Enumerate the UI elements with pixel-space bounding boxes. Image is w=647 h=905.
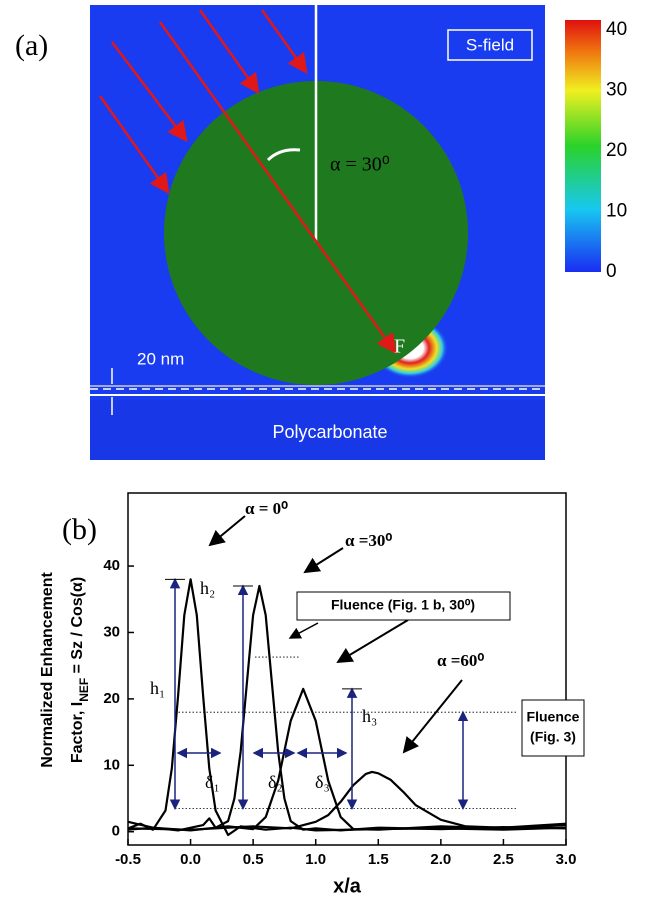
angle-label: α = 30⁰ (330, 154, 390, 176)
x-tick-label: 0.5 (243, 851, 264, 868)
substrate (90, 400, 545, 460)
data-line (127, 687, 567, 832)
legend-text: S-field (466, 35, 514, 54)
panel-a: (a) α = 30⁰ F S-field 20 nm Polycarbonat… (15, 5, 601, 460)
x-axis-label: x/a (333, 875, 362, 897)
width-label: δ₁ (205, 772, 220, 792)
panel-label: (a) (15, 29, 48, 62)
height-label: h₂ (200, 578, 215, 598)
angle-arc (266, 148, 301, 162)
height-label: h₃ (362, 706, 377, 726)
x-tick-label: 2.0 (430, 851, 451, 868)
legend-label: α =60⁰ (437, 651, 484, 670)
annotation-arrow (336, 619, 409, 664)
incident-arrows (98, 9, 397, 355)
y-axis-label-part: Factor, I (69, 702, 86, 763)
panel-label: (b) (62, 513, 97, 546)
data-line (127, 770, 567, 831)
colorbar-tick-label: 0 (606, 261, 617, 282)
x-tick-label: 2.5 (493, 851, 514, 868)
y-tick-label: 30 (103, 623, 120, 640)
colorbar-tick-label: 40 (606, 19, 627, 40)
y-tick-label: 20 (103, 690, 120, 707)
y-tick-label: 10 (103, 756, 120, 773)
y-tick-label: 0 (112, 823, 120, 840)
legend-box (447, 29, 533, 61)
width-label: δ₃ (315, 772, 330, 792)
width-label: δ₂ (268, 772, 283, 792)
annotation-box (296, 591, 511, 621)
annotation-text: Fluence (527, 709, 580, 725)
annotation-text: Fluence (Fig. 1 b, 30⁰) (331, 597, 475, 613)
x-tick-label: 3.0 (556, 851, 577, 868)
colorbar-tick-label: 20 (606, 140, 627, 161)
substrate-label: Polycarbonate (272, 422, 387, 442)
colorbar-tick-label: 10 (606, 201, 627, 222)
focus-label: F (394, 336, 405, 358)
y-axis-label-part: NEF (77, 678, 91, 702)
data-line (127, 584, 567, 832)
colorbar-tick-label: 30 (606, 80, 627, 101)
y-axis-label: Factor, INEF = Sz / Cos(α) (69, 577, 91, 763)
x-tick-label: -0.5 (115, 851, 141, 868)
annotation-arrow (303, 547, 344, 574)
y-tick-label: 40 (103, 557, 120, 574)
annotation-arrow (402, 679, 463, 754)
plot-frame (127, 492, 567, 846)
x-tick-label: 1.0 (305, 851, 326, 868)
x-tick-label: 1.5 (368, 851, 389, 868)
legend-label: α =30⁰ (345, 531, 392, 550)
y-axis-label: Normalized Enhancement (39, 572, 56, 768)
annotation-box (521, 699, 585, 757)
annotation-arrow (288, 622, 319, 639)
annotation-arrow (208, 515, 246, 547)
legend-label: α = 0⁰ (245, 499, 288, 518)
colorbar (565, 20, 601, 272)
x-tick-label: 0.0 (180, 851, 201, 868)
y-axis-label-part: = Sz / Cos(α) (69, 577, 86, 678)
annotation-text: (Fig. 3) (530, 729, 576, 745)
gap-label: 20 nm (137, 349, 184, 368)
height-label: h₁ (150, 678, 165, 698)
